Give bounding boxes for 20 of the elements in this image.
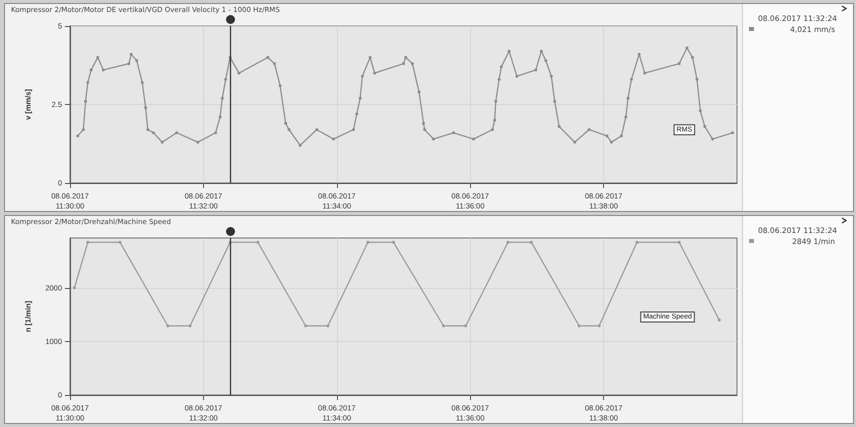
point (464, 324, 468, 328)
point (598, 324, 601, 328)
point (72, 286, 76, 290)
point (166, 324, 170, 328)
point (366, 240, 370, 244)
point (304, 324, 308, 328)
point (530, 240, 533, 244)
point (578, 324, 581, 328)
point (635, 240, 638, 244)
point (256, 240, 260, 244)
point (86, 240, 90, 244)
point (506, 240, 510, 244)
point (118, 240, 122, 244)
point (326, 324, 330, 328)
point (678, 240, 681, 244)
point (442, 324, 446, 328)
point (188, 324, 192, 328)
line-series (72, 240, 721, 328)
point (718, 318, 721, 322)
point (392, 240, 395, 244)
